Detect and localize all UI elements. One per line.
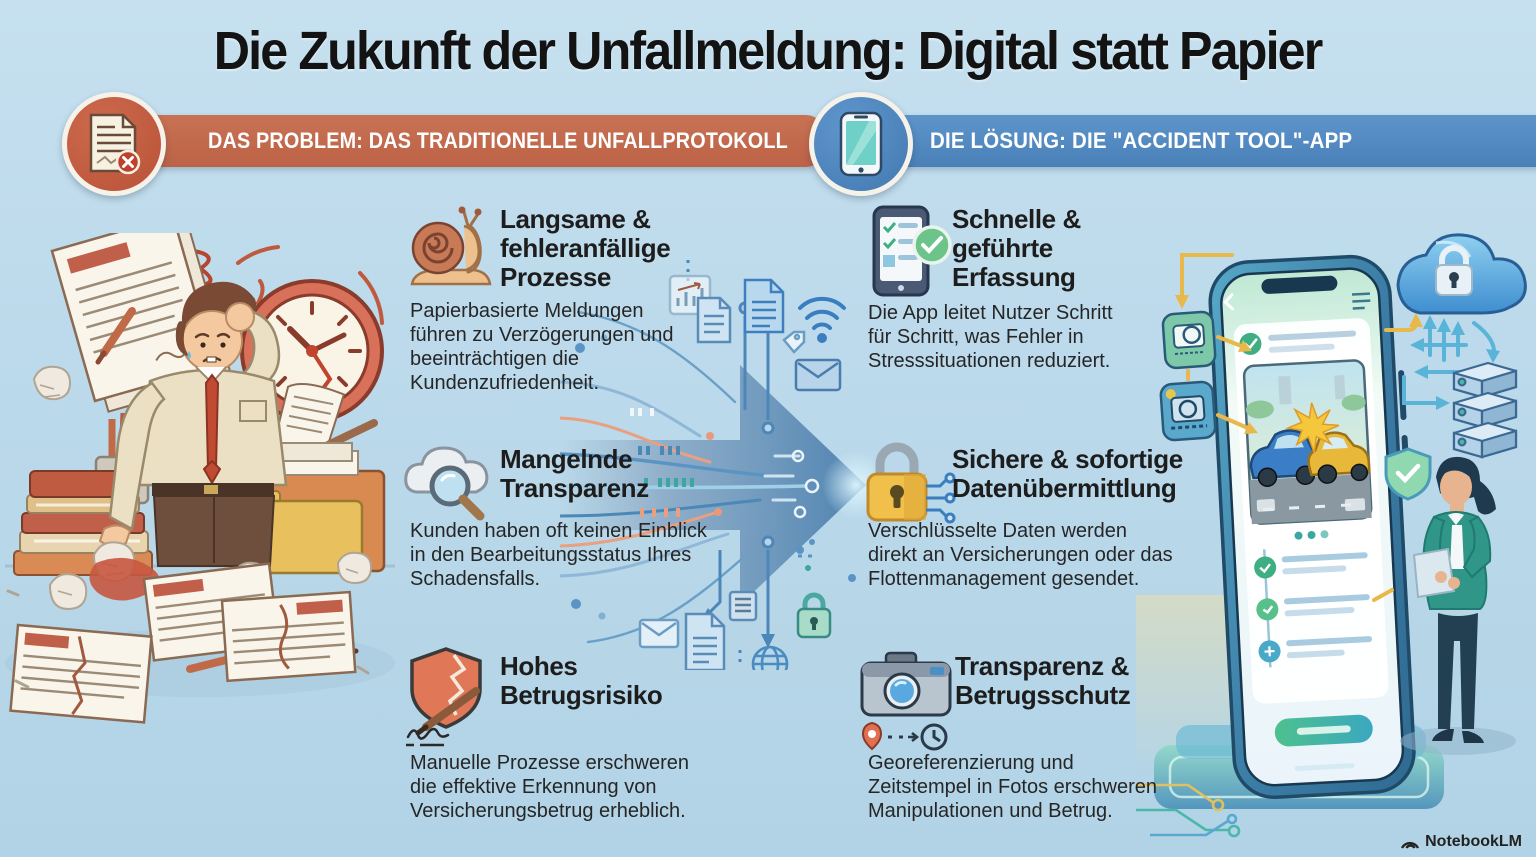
watermark-label: NotebookLM bbox=[1425, 833, 1522, 850]
problem-item-title: Langsame & fehleranfällige Prozesse bbox=[500, 204, 671, 293]
notebooklm-logo-icon bbox=[1401, 841, 1420, 849]
problem-section-header: DAS PROBLEM: DAS TRADITIONELLE UNFALLPRO… bbox=[104, 115, 824, 167]
blue-flow-arrows bbox=[1402, 315, 1500, 410]
yellow-flow-arrows bbox=[1175, 253, 1423, 602]
camera-geotag-icon bbox=[860, 651, 952, 751]
blue-car bbox=[1249, 429, 1321, 487]
platform-circuits bbox=[1136, 783, 1241, 838]
snail-icon bbox=[410, 206, 492, 286]
solution-section-header: DIE LÖSUNG: DIE "ACCIDENT TOOL"-APP bbox=[845, 115, 1536, 167]
problem-item-body: Papierbasierte Meldungen führen zu Verzö… bbox=[410, 300, 674, 394]
accident-photo bbox=[1242, 359, 1373, 525]
camera-chip-1 bbox=[1161, 310, 1217, 370]
phone-checklist-icon bbox=[872, 205, 952, 297]
solution-item-body: Die App leitet Nutzer Schritt für Schrit… bbox=[868, 302, 1113, 372]
businesswoman-illustration bbox=[1400, 456, 1516, 755]
secure-cloud-icon bbox=[1396, 233, 1527, 315]
circuit-nodes bbox=[571, 334, 820, 620]
solution-header-badge bbox=[809, 92, 913, 196]
clock-glyph bbox=[920, 723, 948, 751]
broken-shield-pen-icon bbox=[406, 647, 482, 747]
document-icon-2 bbox=[743, 278, 785, 334]
circuit-traces bbox=[560, 310, 807, 644]
envelope-icon-bottom bbox=[638, 618, 680, 649]
digital-transformation-arrow bbox=[560, 260, 880, 670]
ink-spill bbox=[89, 557, 160, 601]
notes-icon bbox=[728, 590, 758, 622]
server-stack bbox=[1452, 361, 1518, 459]
camera-chip-2 bbox=[1159, 380, 1217, 442]
arrow-shape bbox=[560, 365, 866, 605]
crash-starburst bbox=[1285, 402, 1340, 453]
problem-header-badge bbox=[62, 92, 166, 196]
big-smartphone bbox=[1208, 254, 1416, 799]
notebooklm-watermark: NotebookLM bbox=[1400, 833, 1522, 851]
problem-item-body: Kunden haben oft keinen Einblick in den … bbox=[410, 520, 707, 590]
app-checklist bbox=[1254, 549, 1373, 668]
geo-pin-glyph bbox=[861, 721, 883, 751]
server-unit bbox=[1452, 391, 1518, 429]
paper-chaos-illustration bbox=[5, 233, 395, 724]
accident-app-illustration bbox=[1136, 233, 1527, 838]
problem-header-label: DAS PROBLEM: DAS TRADITIONELLE UNFALLPRO… bbox=[208, 128, 788, 153]
tablet bbox=[1412, 547, 1456, 599]
problem-item-title: Mangelnde Transparenz bbox=[500, 444, 649, 504]
document-icon-1 bbox=[696, 296, 732, 344]
yellow-car bbox=[1307, 431, 1371, 484]
padlock-icon-small bbox=[796, 592, 832, 639]
page-title: Die Zukunft der Unfallmeldung: Digital s… bbox=[214, 21, 1324, 81]
solution-item-title: Schnelle & geführte Erfassung bbox=[952, 204, 1081, 293]
data-dashes bbox=[630, 408, 694, 517]
floor-paper-3 bbox=[220, 590, 357, 683]
problem-item-title: Hohes Betrugsrisiko bbox=[500, 651, 663, 711]
server-unit bbox=[1452, 361, 1518, 399]
stressed-man-illustration bbox=[98, 281, 288, 567]
cloud-padlock bbox=[1435, 245, 1473, 296]
document-error-icon bbox=[89, 113, 141, 175]
wifi-icon bbox=[798, 296, 846, 343]
solution-header-label: DIE LÖSUNG: DIE "ACCIDENT TOOL"-APP bbox=[930, 128, 1353, 153]
problem-item-body: Manuelle Prozesse erschweren die effekti… bbox=[410, 752, 690, 822]
document-icon-3 bbox=[684, 612, 726, 670]
smartphone-icon bbox=[839, 111, 883, 177]
floor-paper-2 bbox=[9, 623, 153, 724]
solution-item-body: Verschlüsselte Daten werden direkt an Ve… bbox=[868, 520, 1173, 590]
globe-icon bbox=[751, 645, 789, 670]
shield-check-icon bbox=[1384, 447, 1432, 501]
solution-item-title: Transparenz & Betrugsschutz bbox=[955, 651, 1131, 711]
server-unit bbox=[1452, 421, 1518, 459]
solution-item-body: Georeferenzierung und Zeitstempel in Fot… bbox=[868, 752, 1158, 822]
scatter-dots bbox=[796, 539, 856, 582]
solution-item-title: Sichere & sofortige Datenübermittlung bbox=[952, 444, 1183, 504]
app-screen-card bbox=[1234, 318, 1389, 747]
padlock-network-icon bbox=[866, 442, 956, 524]
tag-icon bbox=[782, 330, 806, 354]
cloud-magnifier-icon bbox=[404, 446, 489, 521]
envelope-icon-top bbox=[794, 358, 842, 392]
